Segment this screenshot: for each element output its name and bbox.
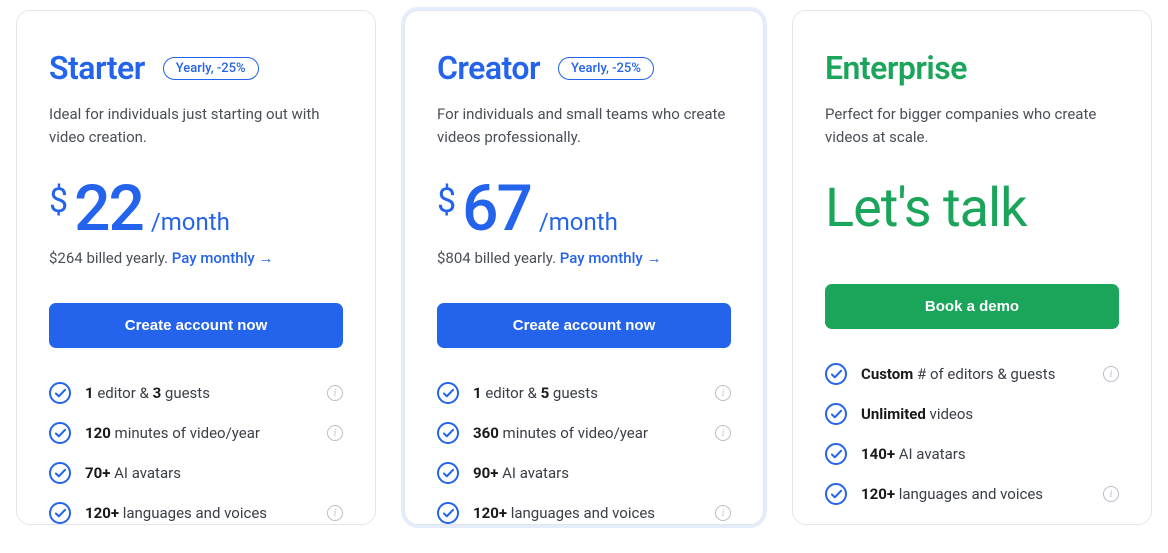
plan-name: Starter xyxy=(49,49,145,87)
check-icon xyxy=(49,382,71,404)
feature-text: 120+ languages and voices xyxy=(85,504,313,522)
feature-text: Custom # of editors & guests xyxy=(861,365,1089,383)
info-icon[interactable]: i xyxy=(327,425,343,441)
feature-text: 90+ AI avatars xyxy=(473,464,731,482)
plan-head: Enterprise xyxy=(825,49,1119,87)
price-period: /month xyxy=(539,208,618,236)
info-icon[interactable]: i xyxy=(327,385,343,401)
plan-name: Creator xyxy=(437,49,540,87)
plan-card-enterprise: Enterprise Perfect for bigger companies … xyxy=(792,10,1152,525)
plan-description: Perfect for bigger companies who create … xyxy=(825,103,1119,151)
check-icon xyxy=(437,422,459,444)
lets-talk-heading: Let's talk xyxy=(825,177,1119,240)
feature-item: 90+ AI avatars xyxy=(437,462,731,484)
plan-head: Creator Yearly, -25% xyxy=(437,49,731,87)
feature-text: 120+ languages and voices xyxy=(861,485,1089,503)
price-line: $ 22 /month xyxy=(49,177,343,241)
price-currency: $ xyxy=(437,181,456,221)
info-icon[interactable]: i xyxy=(327,505,343,521)
price-currency: $ xyxy=(49,181,68,221)
check-icon xyxy=(437,502,459,524)
create-account-button[interactable]: Create account now xyxy=(49,303,343,348)
feature-list: 1 editor & 5 guestsi360 minutes of video… xyxy=(437,382,731,524)
feature-item: 360 minutes of video/year i xyxy=(437,422,731,444)
check-icon xyxy=(825,483,847,505)
discount-badge: Yearly, -25% xyxy=(558,57,654,80)
info-icon[interactable]: i xyxy=(1103,486,1119,502)
feature-text: 120 minutes of video/year xyxy=(85,424,313,442)
check-icon xyxy=(437,382,459,404)
plan-name: Enterprise xyxy=(825,49,967,87)
billing-note: $804 billed yearly. Pay monthly → xyxy=(437,249,731,267)
plan-card-creator: Creator Yearly, -25% For individuals and… xyxy=(404,10,764,525)
feature-item: Unlimited videos xyxy=(825,403,1119,425)
check-icon xyxy=(49,422,71,444)
feature-item: 120+ languages and voices i xyxy=(49,502,343,524)
feature-text: 360 minutes of video/year xyxy=(473,424,701,442)
check-icon xyxy=(49,462,71,484)
feature-text: 70+ AI avatars xyxy=(85,464,343,482)
price-line: $ 67 /month xyxy=(437,177,731,241)
feature-item: Custom # of editors & guests i xyxy=(825,363,1119,385)
plan-head: Starter Yearly, -25% xyxy=(49,49,343,87)
feature-item: 120+ languages and voices i xyxy=(825,483,1119,505)
pay-monthly-link[interactable]: Pay monthly → xyxy=(172,249,274,267)
discount-badge: Yearly, -25% xyxy=(163,57,259,80)
pay-monthly-link[interactable]: Pay monthly → xyxy=(560,249,662,267)
billing-note-text: $804 billed yearly. xyxy=(437,249,556,267)
feature-text: Unlimited videos xyxy=(861,405,1119,423)
feature-item: 140+ AI avatars xyxy=(825,443,1119,465)
pricing-row: Starter Yearly, -25% Ideal for individua… xyxy=(0,0,1168,525)
feature-text: 120+ languages and voices xyxy=(473,504,701,522)
plan-description: For individuals and small teams who crea… xyxy=(437,103,731,151)
info-icon[interactable]: i xyxy=(1103,366,1119,382)
info-icon[interactable]: i xyxy=(715,385,731,401)
book-demo-button[interactable]: Book a demo xyxy=(825,284,1119,329)
check-icon xyxy=(825,363,847,385)
feature-list: 1 editor & 3 guestsi120 minutes of video… xyxy=(49,382,343,524)
info-icon[interactable]: i xyxy=(715,425,731,441)
feature-list: Custom # of editors & guests i Unlimited v… xyxy=(825,363,1119,505)
info-icon[interactable]: i xyxy=(715,505,731,521)
feature-text: 1 editor & 3 guests xyxy=(85,384,313,402)
billing-note-text: $264 billed yearly. xyxy=(49,249,168,267)
price-period: /month xyxy=(151,208,230,236)
feature-item: 1 editor & 3 guests i xyxy=(49,382,343,404)
price-amount: 67 xyxy=(462,177,531,241)
feature-item: 1 editor & 5 guests i xyxy=(437,382,731,404)
create-account-button[interactable]: Create account now xyxy=(437,303,731,348)
check-icon xyxy=(437,462,459,484)
feature-item: 120+ languages and voices i xyxy=(437,502,731,524)
price-amount: 22 xyxy=(74,177,143,241)
feature-item: 120 minutes of video/year i xyxy=(49,422,343,444)
check-icon xyxy=(825,443,847,465)
billing-note: $264 billed yearly. Pay monthly → xyxy=(49,249,343,267)
check-icon xyxy=(825,403,847,425)
check-icon xyxy=(49,502,71,524)
plan-card-starter: Starter Yearly, -25% Ideal for individua… xyxy=(16,10,376,525)
feature-text: 140+ AI avatars xyxy=(861,445,1119,463)
feature-item: 70+ AI avatars xyxy=(49,462,343,484)
feature-text: 1 editor & 5 guests xyxy=(473,384,701,402)
plan-description: Ideal for individuals just starting out … xyxy=(49,103,343,151)
